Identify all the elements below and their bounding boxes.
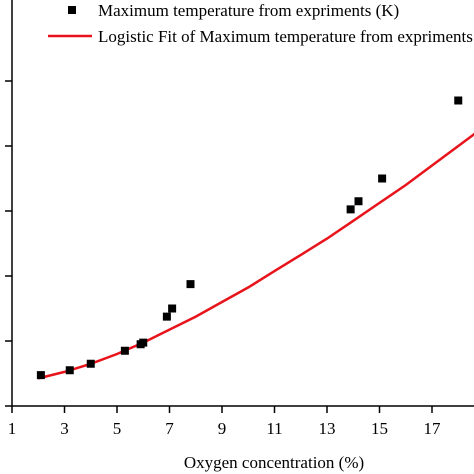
- axes: [11, 0, 474, 407]
- plot-area: [36, 96, 474, 380]
- x-ticks: 1 3 5 7 9 11 13 15 17: [8, 406, 441, 438]
- fit-line: [37, 132, 474, 380]
- legend-marker-square: [68, 6, 76, 14]
- x-tick-label: 3: [60, 419, 69, 438]
- data-point: [186, 280, 195, 289]
- data-point: [162, 312, 171, 321]
- x-tick-label: 15: [371, 419, 388, 438]
- x-tick-label: 1: [8, 419, 17, 438]
- data-point: [86, 359, 95, 368]
- x-tick-label: 17: [424, 419, 442, 438]
- legend: Maximum temperature from expriments (K) …: [48, 1, 474, 46]
- data-point: [378, 174, 387, 183]
- x-axis-label: Oxygen concentration (%): [184, 453, 364, 472]
- data-point: [168, 304, 177, 313]
- data-point: [346, 205, 355, 214]
- x-tick-label: 5: [113, 419, 122, 438]
- data-point: [120, 346, 129, 355]
- data-point: [454, 96, 463, 105]
- y-ticks: [5, 80, 12, 407]
- data-point: [65, 366, 74, 375]
- x-tick-label: 11: [266, 419, 282, 438]
- legend-entry-fit: Logistic Fit of Maximum temperature from…: [98, 27, 474, 46]
- data-point: [139, 338, 148, 347]
- x-tick-label: 9: [218, 419, 227, 438]
- legend-entry-points: Maximum temperature from expriments (K): [98, 1, 399, 20]
- data-point: [36, 371, 45, 380]
- x-tick-label: 7: [165, 419, 174, 438]
- data-point: [354, 197, 363, 206]
- x-tick-label: 13: [319, 419, 336, 438]
